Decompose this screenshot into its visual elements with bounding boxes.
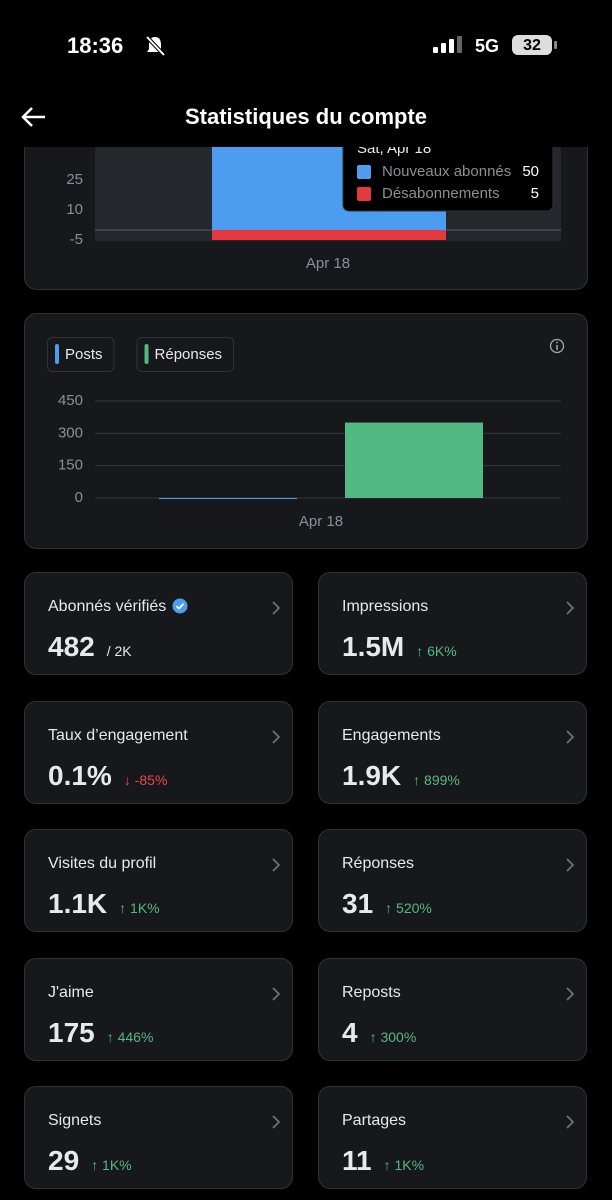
y-tick-label: 300 [58, 424, 83, 441]
legend-swatch [357, 165, 371, 179]
stat-value: 1.1K [48, 888, 108, 919]
stat-value: 175 [48, 1016, 95, 1048]
stat-card[interactable]: J'aime 175 ↑ 446% [24, 957, 293, 1061]
stat-delta: ↓ -85% [123, 771, 168, 788]
verified-badge [172, 598, 188, 614]
legend-swatch [357, 187, 371, 201]
stat-delta: ↑ 6K% [416, 643, 457, 659]
y-tick-label: -5 [70, 231, 83, 248]
stat-value: 4 [342, 1016, 358, 1048]
legend-item[interactable]: Posts [47, 337, 115, 372]
bar [212, 230, 446, 240]
chevron [566, 1115, 575, 1129]
stat-label: Signets [48, 1112, 102, 1129]
chevron [272, 986, 281, 1001]
stat-card[interactable]: Taux d’engagement 0.1% ↓ -85% [24, 700, 293, 804]
stat-label: J'aime [48, 983, 94, 1001]
stat-delta: ↑ 446% [106, 1028, 154, 1045]
top-bar: 18:36 5G 32 Statistiques du compte [0, 0, 612, 147]
y-tick-label: 0 [75, 489, 83, 506]
y-tick-label: 25 [66, 171, 83, 188]
stat-label: Engagements [342, 726, 441, 744]
legend-swatch [55, 344, 59, 364]
legend-button [47, 337, 115, 372]
stat-delta: ↑ 520% [385, 900, 432, 916]
page-title: Statistiques du compte [184, 104, 428, 129]
stat-delta: ↑ 1K% [119, 900, 160, 916]
stat-label: Partages [342, 1112, 407, 1129]
chevron [272, 601, 281, 615]
stat-value: 31 [342, 888, 374, 919]
stat-card[interactable]: Impressions 1.5M ↑ 6K% [318, 572, 587, 675]
stat-value: 482 [48, 631, 95, 662]
x-tick-label: Apr 18 [299, 513, 343, 530]
stat-card[interactable]: Abonnés vérifiés 482 / 2K [24, 572, 293, 675]
x-tick-label: Apr 18 [306, 255, 350, 272]
bar [159, 498, 297, 499]
stat-delta: ↑ 1K% [383, 1157, 425, 1173]
chevron [566, 601, 575, 615]
stat-label: Taux d’engagement [48, 726, 188, 744]
stat-value: 1.5M [342, 631, 405, 662]
stat-card[interactable]: Visites du profil 1.1K ↑ 1K% [24, 829, 293, 932]
back-button[interactable] [20, 104, 48, 130]
stat-label: Reposts [342, 983, 401, 1001]
stat-card[interactable]: Partages 11 ↑ 1K% [318, 1086, 587, 1189]
chevron [566, 729, 575, 744]
bar [345, 422, 483, 498]
stat-card[interactable]: Reposts 4 ↑ 300% [318, 957, 587, 1061]
y-tick-label: 10 [66, 201, 83, 218]
time: 18:36 [67, 33, 124, 58]
stat-card[interactable]: Réponses 31 ↑ 520% [318, 829, 587, 932]
stat-value: 0.1% [48, 759, 112, 791]
stat-label: Visites du profil [48, 855, 157, 872]
chevron [566, 986, 575, 1001]
y-tick-label: 450 [58, 392, 83, 409]
legend-item[interactable]: Réponses [136, 337, 235, 372]
stat-label: Réponses [342, 855, 415, 872]
chevron [272, 729, 281, 744]
info-icon[interactable] [549, 338, 565, 354]
chevron [566, 858, 575, 872]
chevron [272, 1115, 281, 1129]
battery-level: 32 [523, 37, 541, 54]
legend-label: Posts [65, 346, 103, 363]
silent-icon [145, 35, 166, 57]
tooltip-value: 5 [531, 185, 539, 202]
battery: 32 [512, 35, 557, 55]
stat-value: 11 [342, 1145, 372, 1176]
stat-delta: ↑ 1K% [91, 1157, 132, 1173]
tooltip-value: 50 [522, 163, 539, 180]
y-tick-label: 150 [58, 457, 83, 474]
chevron [272, 858, 281, 872]
legend-label: Désabonnements [382, 185, 500, 202]
legend-label: Nouveaux abonnés [382, 163, 511, 180]
stat-label: Abonnés vérifiés [48, 598, 167, 615]
stat-delta: ↑ 300% [369, 1028, 417, 1045]
chart: 0 150 300 450 Apr 18 [58, 392, 561, 530]
stat-value: 29 [48, 1145, 80, 1176]
stat-card[interactable]: Engagements 1.9K ↑ 899% [318, 700, 587, 804]
stat-card[interactable]: Signets 29 ↑ 1K% [24, 1086, 293, 1189]
legend-button [136, 337, 235, 372]
signal-icon [433, 36, 462, 53]
stat-label: Impressions [342, 598, 429, 615]
legend-label: Réponses [155, 346, 223, 363]
legend-swatch [144, 344, 149, 364]
stat-total: / 2K [106, 643, 132, 659]
stat-value: 1.9K [342, 759, 402, 791]
stat-delta: ↑ 899% [413, 771, 460, 788]
network: 5G [475, 36, 500, 56]
